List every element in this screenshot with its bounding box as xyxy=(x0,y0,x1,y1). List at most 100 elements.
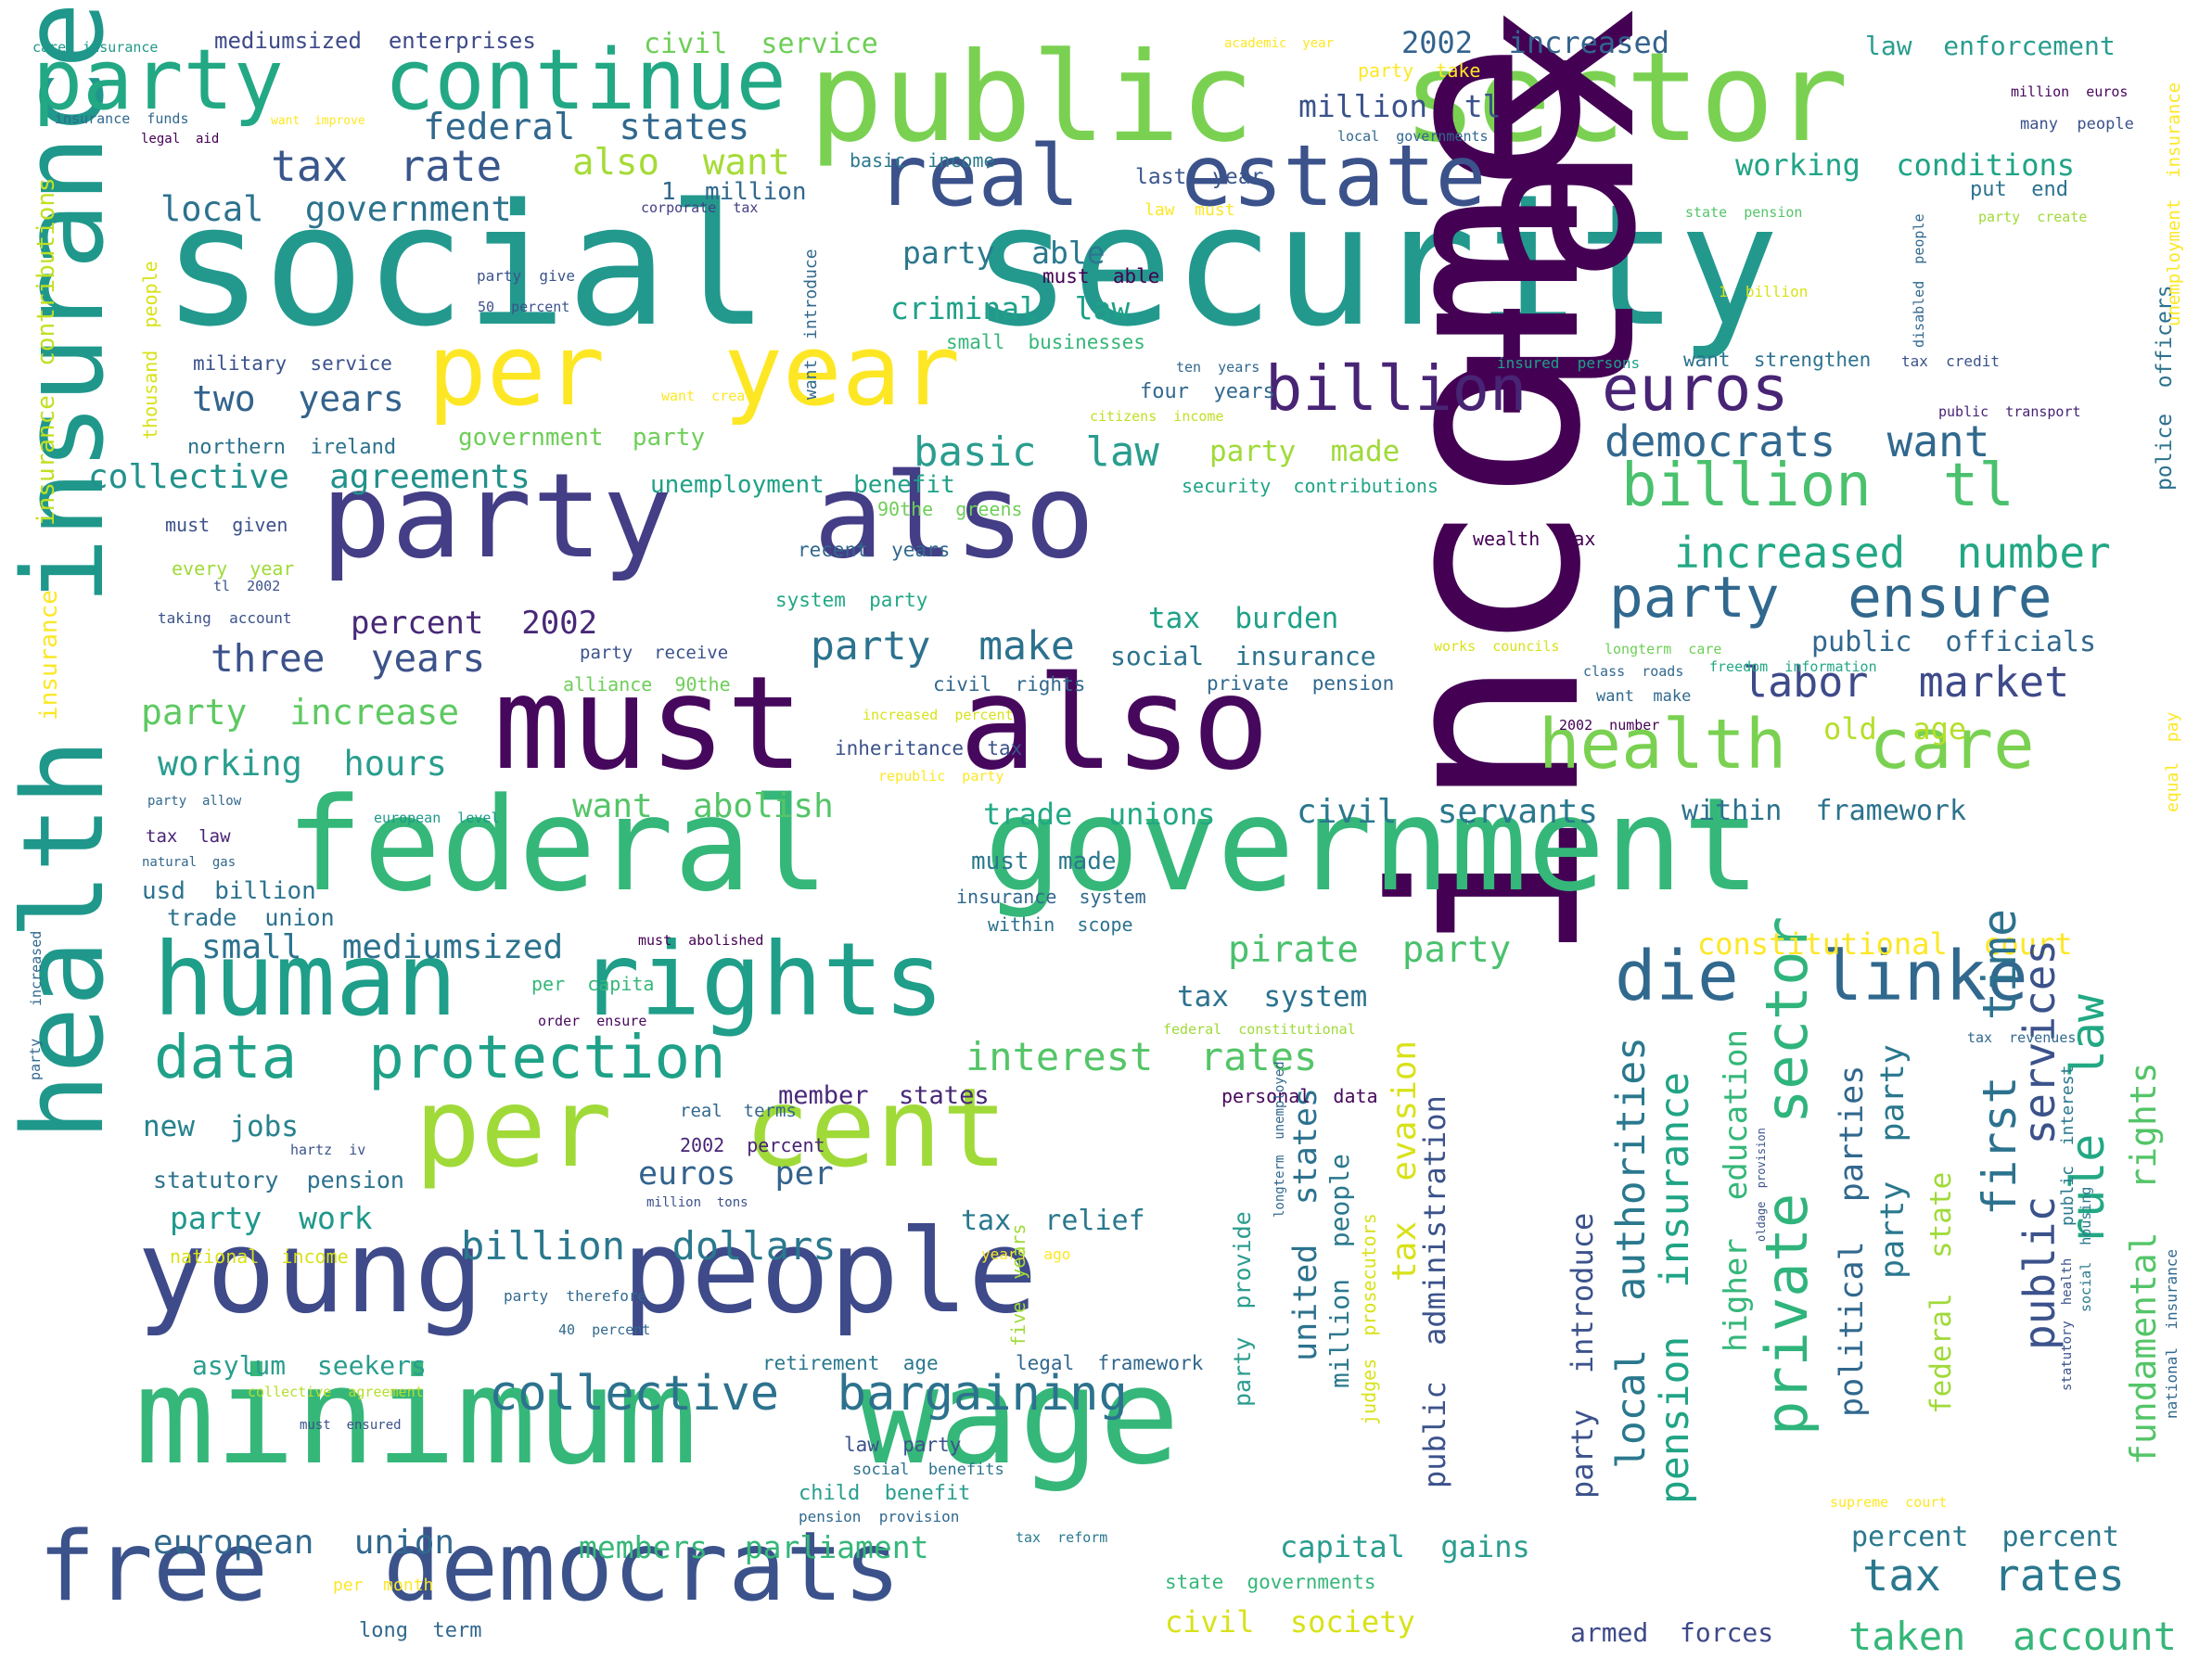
cloud-word: want strengthen xyxy=(1683,349,1872,371)
cloud-word: 40 percent xyxy=(558,1321,651,1338)
cloud-word: public interest xyxy=(2058,1065,2078,1226)
cloud-word: democrats want xyxy=(1605,416,1990,466)
cloud-word: security contributions xyxy=(1182,475,1438,497)
cloud-word: increased percent xyxy=(863,707,1014,723)
cloud-word: million people xyxy=(1324,1154,1355,1388)
cloud-word: disabled people xyxy=(1911,213,1927,349)
cloud-word: trade unions xyxy=(983,797,1216,832)
cloud-word: tl 2002 xyxy=(213,578,281,594)
cloud-word: military service xyxy=(193,352,392,375)
cloud-word: statutory pension xyxy=(153,1167,404,1193)
cloud-word: republic party xyxy=(878,768,1004,785)
cloud-word: personal data xyxy=(1221,1085,1378,1107)
cloud-word: party therefore xyxy=(504,1287,647,1305)
cloud-word: capital gains xyxy=(1280,1529,1530,1564)
cloud-word: legal framework xyxy=(1016,1352,1204,1374)
cloud-word: local authorities xyxy=(1608,1037,1655,1469)
cloud-word: insurance xyxy=(35,590,63,721)
cloud-word: basic law xyxy=(914,428,1159,476)
cloud-word: natural gas xyxy=(142,855,237,870)
cloud-word: also want xyxy=(572,142,790,184)
cloud-word: party introduce xyxy=(1565,1212,1600,1499)
cloud-word: three years xyxy=(211,636,486,681)
cloud-word: must abolished xyxy=(638,932,764,949)
cloud-word: thousand people xyxy=(139,261,161,440)
cloud-word: per month xyxy=(333,1576,434,1595)
cloud-word: longterm unemployed xyxy=(1272,1061,1287,1218)
cloud-word: labor market xyxy=(1743,657,2070,707)
cloud-word: small mediumsized xyxy=(201,928,564,966)
cloud-word: four years xyxy=(1140,380,1275,403)
cloud-word: must also xyxy=(493,648,1270,798)
cloud-word: alliance 90the xyxy=(563,673,731,696)
cloud-word: 2002 percent xyxy=(680,1134,825,1156)
cloud-word: party xyxy=(27,1038,44,1080)
cloud-word: criminal law xyxy=(890,290,1131,326)
cloud-word: years ago xyxy=(981,1245,1071,1263)
cloud-word: taken account xyxy=(1848,1614,2178,1659)
cloud-word: northern ireland xyxy=(187,436,397,459)
cloud-word: party provide xyxy=(1229,1211,1256,1407)
cloud-word: public services xyxy=(2014,938,2065,1350)
cloud-word: per cent xyxy=(415,1064,1008,1192)
cloud-word: per year xyxy=(428,313,961,428)
cloud-word: percent 2002 xyxy=(351,605,598,642)
cloud-word: party continue xyxy=(32,32,786,129)
cloud-word: pension provision xyxy=(799,1508,960,1525)
cloud-word: working conditions xyxy=(1735,147,2076,183)
cloud-word: law must xyxy=(1144,200,1235,220)
cloud-word: order ensure xyxy=(538,1013,647,1029)
cloud-word: tax relief xyxy=(961,1205,1145,1237)
cloud-word: federal states xyxy=(423,107,750,148)
cloud-word: real terms xyxy=(680,1101,797,1121)
cloud-word: taking account xyxy=(158,609,292,627)
cloud-word: 2002 increased xyxy=(1401,25,1669,60)
cloud-word: want abolish xyxy=(572,787,834,825)
cloud-word: old age xyxy=(1823,711,1967,747)
cloud-word: party receive xyxy=(580,643,729,663)
cloud-word: working hours xyxy=(158,744,447,784)
cloud-word: want introduce xyxy=(801,249,821,400)
cloud-word: 90the greens xyxy=(877,498,1023,520)
cloud-word: higher education xyxy=(1718,1029,1755,1352)
cloud-word: party able xyxy=(902,235,1106,271)
cloud-word: citizens income xyxy=(1090,408,1224,425)
cloud-word: within scope xyxy=(988,913,1133,936)
cloud-word: party increase xyxy=(141,692,460,733)
cloud-word: insurance system xyxy=(956,886,1146,908)
cloud-word: insured persons xyxy=(1497,354,1641,372)
cloud-word: system party xyxy=(775,589,928,611)
cloud-word: judges prosecutors xyxy=(1358,1213,1380,1425)
cloud-word: 1 billion xyxy=(1719,283,1809,300)
cloud-word: tax burden xyxy=(1148,602,1339,635)
cloud-word: party take xyxy=(1358,59,1481,82)
cloud-word: state pension xyxy=(1685,204,1803,221)
cloud-word: increased xyxy=(28,930,45,1006)
cloud-word: per capita xyxy=(531,973,655,995)
cloud-word: pirate party xyxy=(1228,929,1512,971)
cloud-word: party create xyxy=(1978,209,2088,225)
cloud-word: collective agreements xyxy=(88,458,531,496)
cloud-word: mediumsized enterprises xyxy=(214,28,536,54)
cloud-word: want improve xyxy=(271,114,365,128)
cloud-word: national insurance xyxy=(2163,1248,2180,1419)
cloud-word: increased number xyxy=(1674,528,2111,578)
cloud-word: minimum wage xyxy=(134,1338,1181,1494)
cloud-word: put end xyxy=(1970,178,2068,201)
cloud-word: human rights xyxy=(153,921,945,1039)
cloud-word: health insurance xyxy=(0,1,129,1141)
cloud-word: tax rate xyxy=(271,141,503,191)
cloud-word: want create xyxy=(661,388,762,404)
cloud-word: local government xyxy=(160,189,512,229)
cloud-word: party party xyxy=(1874,1044,1912,1279)
cloud-word: real estate xyxy=(876,128,1487,225)
cloud-word: state governments xyxy=(1165,1571,1376,1593)
cloud-word: free democrats xyxy=(38,1512,901,1623)
cloud-word: must ensured xyxy=(300,1418,402,1433)
cloud-word: collective bargaining xyxy=(489,1366,1128,1422)
cloud-word: public officials xyxy=(1811,626,2097,658)
cloud-word: billion dollars xyxy=(461,1223,837,1269)
cloud-word: retirement age xyxy=(762,1352,939,1374)
cloud-word: private pension xyxy=(1207,672,1395,695)
